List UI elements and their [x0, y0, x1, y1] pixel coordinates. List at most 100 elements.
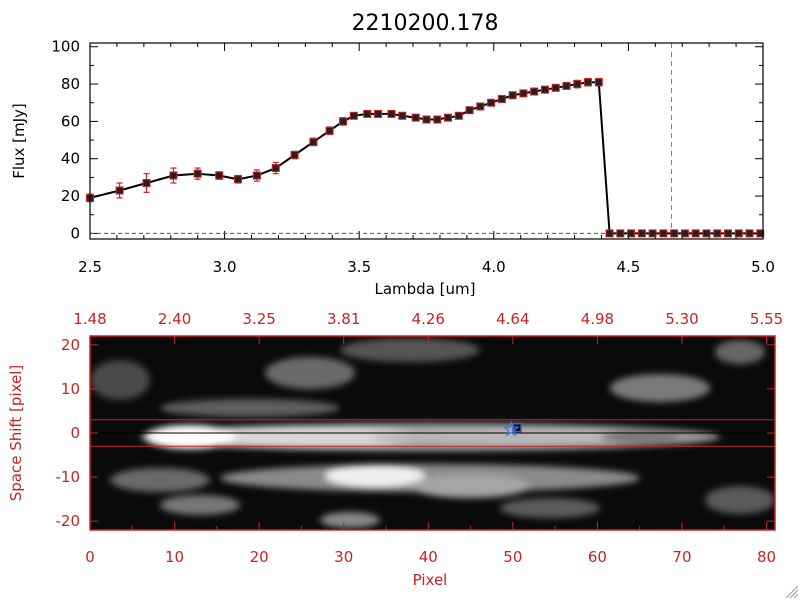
data-point: [670, 229, 679, 238]
data-point: [142, 179, 151, 187]
data-point: [398, 111, 407, 120]
data-point-markers: [86, 78, 765, 238]
data-point: [594, 78, 603, 87]
data-point: [374, 109, 383, 118]
data-point: [169, 171, 178, 180]
x-axis-label: Lambda [um]: [375, 280, 476, 298]
pixel-tick-label: 80: [757, 548, 776, 566]
data-point: [215, 171, 224, 180]
data-point: [444, 113, 453, 122]
data-point: [487, 98, 496, 107]
data-point: [680, 229, 689, 238]
wavelength-tick-label: 3.81: [327, 310, 360, 328]
data-point: [252, 171, 261, 180]
chart-title: 2210200.178: [352, 11, 499, 36]
data-point: [465, 106, 474, 115]
data-point: [454, 111, 463, 120]
spectrum-frame: [89, 42, 764, 240]
spectral-image: [90, 336, 775, 530]
data-point: [573, 80, 582, 89]
y-tick-label: 40: [61, 150, 80, 168]
data-point: [734, 229, 743, 238]
resize-grip-icon[interactable]: [785, 585, 799, 599]
data-point: [422, 115, 431, 124]
wavelength-tick-label: 4.98: [581, 310, 614, 328]
y-tick-label: 20: [61, 187, 80, 205]
pixel-axis-label: Pixel: [413, 571, 448, 589]
data-point: [411, 113, 420, 122]
data-point: [530, 87, 539, 96]
spectrum-plot: 2.5 3.0 3.5 4.0 4.5 5.0 0 20 40 60 80 100: [51, 38, 775, 276]
source-markers: [502, 420, 522, 437]
data-point: [519, 89, 528, 98]
data-point: [325, 126, 334, 135]
data-point: [648, 229, 657, 238]
shift-tick-label: -10: [56, 468, 81, 486]
shift-tick-label: 20: [61, 336, 80, 354]
x-tick-label: 3.5: [347, 258, 371, 276]
y-tick-label: 80: [61, 75, 80, 93]
pixel-tick-label: 0: [85, 548, 95, 566]
x-tick-label: 5.0: [751, 258, 775, 276]
extraction-band: [90, 419, 775, 447]
data-point: [309, 137, 318, 146]
data-point: [234, 175, 243, 184]
pixel-tick-label: 50: [503, 548, 522, 566]
space-shift-axis-label: Space Shift [pixel]: [7, 365, 25, 502]
data-point: [551, 83, 560, 92]
data-point: [584, 78, 593, 87]
pixel-tick-label: 60: [588, 548, 607, 566]
data-point: [562, 81, 571, 90]
pixel-tick-label: 10: [165, 548, 184, 566]
y-tick-label: 0: [70, 224, 80, 242]
data-point: [497, 95, 506, 103]
data-point: [115, 186, 124, 195]
y-tick-label: 60: [61, 112, 80, 130]
data-point: [363, 109, 372, 118]
data-point: [339, 117, 348, 126]
spectrum-ticks: [89, 43, 764, 239]
data-point: [724, 229, 733, 238]
wavelength-tick-label: 4.64: [496, 310, 529, 328]
x-tick-label: 4.0: [482, 258, 506, 276]
pixel-tick-label: 20: [250, 548, 269, 566]
image-tick-labels: 0 10 20 30 40 50 60 70 80 1.48 2.40 3.25 3.81 4.26 4.6…: [56, 310, 784, 566]
data-point: [637, 229, 646, 238]
x-tick-label: 4.5: [616, 258, 640, 276]
data-point: [605, 229, 614, 238]
image-ticks: [89, 336, 775, 530]
shift-tick-label: 0: [70, 424, 80, 442]
shift-tick-label: 10: [61, 380, 80, 398]
data-point: [433, 115, 442, 124]
data-point: [476, 102, 485, 111]
data-point: [290, 151, 299, 159]
shift-tick-label: -20: [56, 512, 81, 530]
x-tick-label: 3.0: [213, 258, 237, 276]
wavelength-tick-label: 5.55: [750, 310, 783, 328]
data-point: [627, 229, 636, 238]
data-point: [691, 229, 700, 238]
wavelength-tick-label: 2.40: [158, 310, 191, 328]
data-point: [540, 85, 549, 94]
image-blobs: [90, 338, 775, 528]
wavelength-tick-label: 1.48: [73, 310, 106, 328]
wavelength-tick-label: 3.25: [242, 310, 275, 328]
star-marker-icon: [502, 420, 520, 437]
data-point: [616, 229, 625, 238]
data-point: [713, 229, 722, 238]
data-point: [271, 164, 280, 173]
data-point: [193, 169, 202, 178]
wavelength-tick-label: 5.30: [665, 310, 698, 328]
data-point: [387, 109, 396, 118]
data-point: [508, 91, 517, 100]
spectral-image-plot: 0 10 20 30 40 50 60 70 80 1.48 2.40 3.25 3.81 4.26 4.6…: [56, 310, 784, 566]
y-tick-label: 100: [51, 38, 80, 56]
data-point: [659, 229, 668, 238]
spectrum-series-line: [89, 81, 761, 235]
pixel-tick-label: 40: [419, 548, 438, 566]
data-point: [756, 229, 765, 238]
data-point: [745, 229, 754, 238]
y-axis-label: Flux [mJy]: [10, 103, 28, 179]
